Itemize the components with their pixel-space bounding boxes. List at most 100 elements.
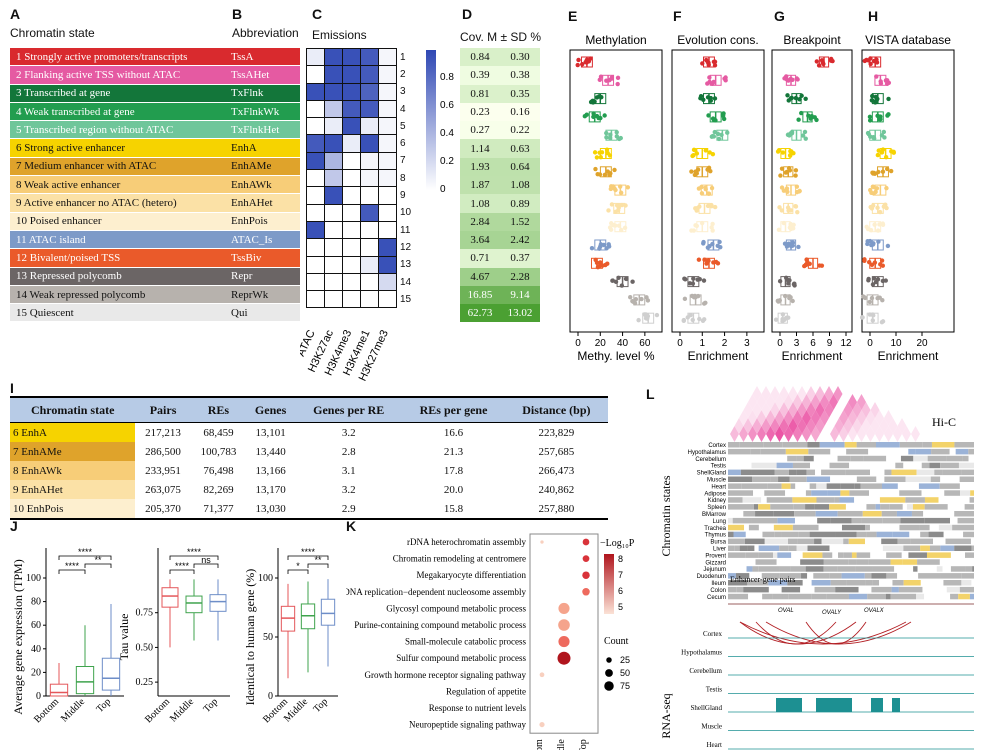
strip-point [868,61,873,67]
state-segment [834,497,840,503]
state-segment [749,573,762,579]
legend-tick: 5 [618,602,623,612]
heatmap-cell [324,151,343,171]
go-enrichment-plot: rDNA heterochromatin assembly Chromatin r… [346,533,635,750]
state-segment [896,511,912,517]
state-segment [817,517,831,524]
strip-point [598,244,603,249]
strip-point [788,131,793,136]
strip-point [796,117,801,122]
enhancer-pairs-table: Chromatin state Pairs REs Genes Genes per RE… [10,396,608,520]
state-segment [868,559,891,565]
state-segment [752,476,771,482]
heatmap-cell [342,272,361,292]
coverage-value: 0.23 [470,106,490,119]
state-segment [924,517,951,524]
strip-point [690,317,695,323]
state-segment [903,545,921,551]
strip-point [713,118,718,123]
state-segment [788,469,797,476]
strip-point [613,209,618,215]
heatmap-cell [306,65,325,84]
heatmap-row-label: 6 [400,138,406,150]
rnaseq-tissue-label: Muscle [701,723,722,731]
chromatin-state-table: 1 Strongly active promoters/transcripts T… [10,48,300,323]
strip-point [884,166,890,172]
state-segment [773,524,793,531]
box-category: Bottom [143,696,172,725]
strip-point [720,113,726,119]
strip-point [885,243,891,249]
heatmap-cell [342,169,361,188]
rnaseq-tissue-label: ShellGland [691,704,723,712]
state-segment [871,573,887,579]
state-segment [950,517,958,524]
go-term: rDNA heterochromatin assembly [407,537,526,547]
state-segment [876,476,885,482]
colorbar-tick: 0.8 [440,72,454,83]
strip-point [576,57,581,63]
state-segment [728,552,746,558]
heatmap-row-label: 5 [400,120,406,132]
state-segment [866,531,877,538]
state-segment [861,545,869,551]
state-segment [845,504,867,510]
strip-point [709,202,714,208]
state-segment [806,469,816,476]
gene-label: OVAL [778,608,794,614]
heatmap-cell [360,203,379,222]
table-cell: 21.3 [443,445,464,458]
state-segment [949,448,956,455]
state-segment [963,531,974,538]
rnaseq-signal [776,698,802,712]
state-segment [814,538,822,545]
strip-point [874,60,880,65]
strip-point [596,115,601,121]
go-term: Megakaryocyte differentiation [416,570,526,580]
heatmap-cell [324,238,343,257]
hic-cell [911,426,920,442]
strip-tick-label: 40 [617,338,629,349]
strip-point [604,130,609,136]
coverage-value: 0.84 [470,51,490,64]
state-segment [919,524,930,531]
state-segment [890,593,917,600]
state-segment [889,504,903,510]
state-segment [742,497,762,503]
state-segment [929,462,941,469]
state-segment [892,531,910,538]
strip-point [607,225,613,230]
state-segment [728,586,737,593]
state-segment [930,476,941,482]
state-segment [830,517,852,524]
state-segment [950,566,966,572]
heatmap-cell [378,238,397,257]
state-segment [823,566,838,572]
state-segment [891,469,917,476]
heatmap-cell [360,82,379,101]
state-segment [811,490,828,496]
table-cell: 17.8 [443,464,464,477]
heatmap-cell [378,290,397,309]
tissue-label: BMarrow [702,512,727,518]
heatmap-cell [360,220,379,240]
heatmap-cell [324,117,343,136]
table-cell: 13,101 [255,426,286,439]
state-segment [844,442,857,448]
strip-point [794,184,800,189]
state-segment [766,497,793,503]
coverage-row: 0.39 0.38 [460,66,540,85]
go-term: Growth hormone receptor signaling pathwa… [365,670,527,680]
state-segment [728,566,747,572]
heatmap-cell [324,47,343,67]
state-segment [802,580,812,586]
state-segment [845,469,871,476]
state-segment [800,559,824,565]
signif-label: **** [187,547,202,557]
strip-point [608,132,613,137]
tissue-label: Colon [710,588,726,594]
signif-bracket [287,569,309,574]
strip-point [787,168,793,173]
state-name: 5 Transcribed region without ATAC [16,123,174,136]
state-segment [840,483,855,489]
